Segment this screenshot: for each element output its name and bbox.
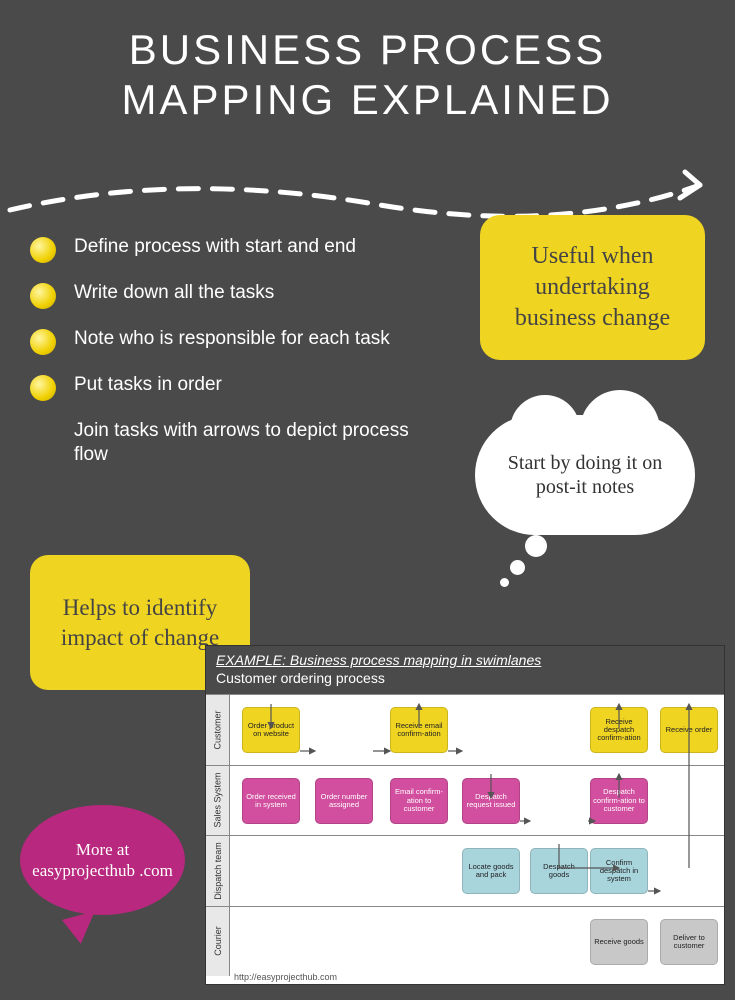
swimlane-title: EXAMPLE: Business process mapping in swi…: [216, 652, 714, 668]
swimlane-row: Customer Order product on website Receive …: [206, 694, 724, 765]
swimlane-diagram: EXAMPLE: Business process mapping in swi…: [205, 645, 725, 985]
bullet-item: Define process with start and end: [30, 235, 430, 263]
swimlane-header: EXAMPLE: Business process mapping in swi…: [206, 646, 724, 694]
swimlane-lanes: Customer Order product on website Receive …: [206, 694, 724, 976]
bullet-list: Define process with start and end Write …: [30, 235, 430, 485]
swimlane-node: Receive order: [660, 707, 718, 753]
swimlane-row: Sales SystemOrder received in systemOrde…: [206, 765, 724, 836]
swimlane-node: Despatch goods: [530, 848, 588, 894]
bullet-item: Join tasks with arrows to depict process…: [74, 419, 430, 467]
bullet-text: Join tasks with arrows to depict process…: [74, 419, 430, 467]
swimlane-subtitle: Customer ordering process: [216, 670, 714, 686]
callout-useful: Useful when undertaking business change: [480, 215, 705, 360]
lane-content: Receive goods Deliver to customer: [230, 907, 724, 977]
swimlane-node: Confirm despatch in system: [590, 848, 648, 894]
bullet-dot-icon: [30, 375, 56, 401]
lane-label: Sales System: [206, 766, 230, 836]
bullet-item: Put tasks in order: [30, 373, 430, 401]
thought-text: Start by doing it on post-it notes: [495, 451, 675, 499]
swimlane-node: Receive goods: [590, 919, 648, 965]
bullet-dot-icon: [30, 329, 56, 355]
bullet-item: Note who is responsible for each task: [30, 327, 430, 355]
swimlane-node: Despatch request issued: [462, 778, 520, 824]
swimlane-node: Despatch confirm-ation to customer: [590, 778, 648, 824]
swimlane-node: Deliver to customer: [660, 919, 718, 965]
swimlane-node: Receive despatch confirm-ation: [590, 707, 648, 753]
bullet-text: Note who is responsible for each task: [74, 327, 390, 351]
lane-label: Customer: [206, 695, 230, 765]
swimlane-row: Dispatch teamLocate goods and packDespat…: [206, 835, 724, 906]
thought-bubble: Start by doing it on post-it notes: [475, 415, 695, 555]
swimlane-footer-url: http://easyprojecthub.com: [234, 972, 337, 982]
lane-content: Order product on website Receive email co…: [230, 695, 724, 765]
lane-label: Courier: [206, 907, 230, 977]
swimlane-node: Locate goods and pack: [462, 848, 520, 894]
swimlane-node: Order product on website: [242, 707, 300, 753]
bullet-text: Put tasks in order: [74, 373, 222, 397]
speech-bubble: More at easyprojecthub .com: [20, 805, 185, 935]
lane-content: Order received in system Order number ass…: [230, 766, 724, 836]
bullet-item: Write down all the tasks: [30, 281, 430, 309]
lane-label: Dispatch team: [206, 836, 230, 906]
lane-content: Locate goods and packDespatch goodsConfi…: [230, 836, 724, 906]
callout-text: Helps to identify impact of change: [45, 593, 235, 653]
speech-text: More at easyprojecthub .com: [32, 839, 173, 882]
swimlane-row: Courier Receive goods Deliver to customer: [206, 906, 724, 977]
bullet-text: Write down all the tasks: [74, 281, 274, 305]
swimlane-node: Email confirm-ation to customer: [390, 778, 448, 824]
page-title: BUSINESS PROCESS MAPPING EXPLAINED: [0, 0, 735, 136]
swimlane-node: Receive email confirm-ation: [390, 707, 448, 753]
swimlane-node: Order number assigned: [315, 778, 373, 824]
bullet-dot-icon: [30, 237, 56, 263]
swimlane-node: Order received in system: [242, 778, 300, 824]
bullet-text: Define process with start and end: [74, 235, 356, 259]
bullet-dot-icon: [30, 283, 56, 309]
callout-text: Useful when undertaking business change: [498, 241, 687, 335]
